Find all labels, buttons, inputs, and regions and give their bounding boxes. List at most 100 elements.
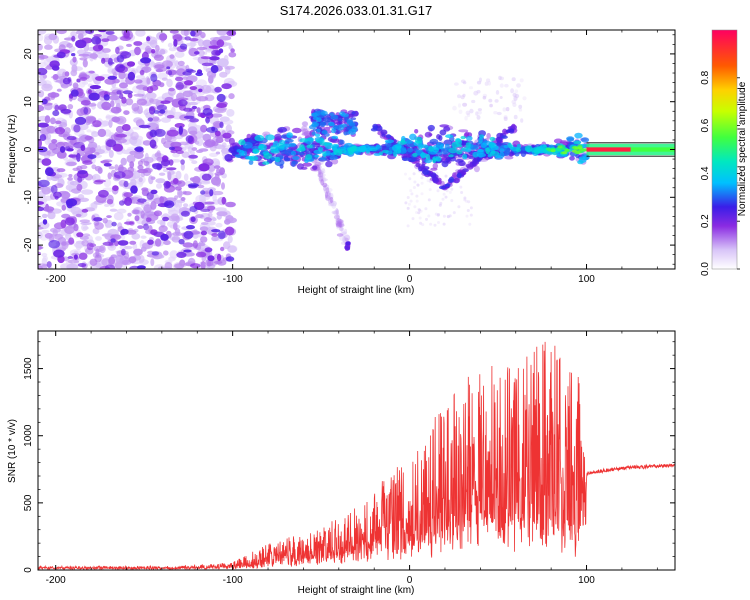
heatmap-cell xyxy=(282,143,292,148)
heatmap-cell xyxy=(438,185,447,190)
heatmap-cell xyxy=(489,150,500,157)
heatmap-cell xyxy=(161,159,171,167)
heatmap-cell xyxy=(442,214,446,218)
heatmap-cell xyxy=(274,133,282,141)
heatmap-cell xyxy=(116,90,122,95)
heatmap-cell xyxy=(149,129,157,138)
heatmap-cell xyxy=(207,212,213,217)
heatmap-cell xyxy=(95,236,102,241)
heatmap-cell xyxy=(123,180,129,188)
heatmap-cell xyxy=(437,151,443,156)
heatmap-cell xyxy=(501,135,508,139)
heatmap-cell xyxy=(134,46,141,56)
heatmap-cell xyxy=(126,154,136,164)
heatmap-cell xyxy=(499,83,504,88)
heatmap-cell xyxy=(89,258,98,266)
heatmap-cell xyxy=(132,126,142,130)
heatmap-cell xyxy=(439,144,444,150)
heatmap-cell xyxy=(94,179,106,183)
heatmap-cell xyxy=(514,89,519,93)
spectrogram-y-tick-label: -20 xyxy=(23,237,34,252)
heatmap-cell xyxy=(110,238,116,243)
heatmap-cell xyxy=(140,57,152,64)
heatmap-cell xyxy=(226,30,237,37)
heatmap-cell xyxy=(74,116,87,125)
heatmap-cell xyxy=(104,78,116,85)
heatmap-cell xyxy=(120,228,129,235)
heatmap-cell xyxy=(503,116,508,121)
heatmap-cell xyxy=(482,95,487,100)
heatmap-cell xyxy=(432,157,437,164)
heatmap-cell xyxy=(113,171,126,179)
heatmap-cell xyxy=(445,134,454,139)
heatmap-cell xyxy=(62,77,71,85)
heatmap-cell xyxy=(412,172,416,176)
heatmap-cell xyxy=(95,76,105,81)
heatmap-cell xyxy=(68,237,75,245)
heatmap-cell xyxy=(183,230,194,239)
spectrogram-x-tick-label: 0 xyxy=(407,274,413,285)
heatmap-cell xyxy=(68,154,78,158)
heatmap-cell xyxy=(110,106,122,114)
heatmap-cell xyxy=(128,256,137,264)
heatmap-cell xyxy=(222,42,232,46)
heatmap-cell xyxy=(404,172,407,176)
heatmap-cell xyxy=(120,35,131,42)
heatmap-cell xyxy=(204,247,213,253)
heatmap-cell xyxy=(146,36,151,42)
heatmap-cell xyxy=(38,201,44,205)
heatmap-cell xyxy=(108,256,116,265)
heatmap-cell xyxy=(183,115,195,120)
heatmap-cell xyxy=(520,118,524,123)
heatmap-cell xyxy=(477,110,482,115)
heatmap-cell xyxy=(56,88,62,92)
heatmap-cell xyxy=(454,82,459,86)
heatmap-cell xyxy=(189,38,199,42)
heatmap-cell xyxy=(455,159,464,163)
heatmap-cell xyxy=(113,212,124,221)
heatmap-cell xyxy=(119,82,128,89)
heatmap-cell xyxy=(407,147,414,153)
heatmap-cell xyxy=(436,189,440,193)
heatmap-cell xyxy=(88,92,100,101)
heatmap-cell xyxy=(72,167,81,171)
heatmap-cell xyxy=(170,141,182,148)
heatmap-cell xyxy=(177,97,189,101)
heatmap-cell xyxy=(191,147,198,151)
heatmap-cell xyxy=(462,154,468,160)
heatmap-cell xyxy=(114,164,119,171)
heatmap-cell xyxy=(212,193,217,202)
heatmap-cell xyxy=(50,184,58,194)
heatmap-cell xyxy=(512,102,517,108)
heatmap-cell xyxy=(189,206,198,213)
heatmap-cell xyxy=(172,231,183,237)
heatmap-cell xyxy=(214,107,227,114)
heatmap-cell xyxy=(145,217,152,222)
heatmap-cell xyxy=(200,261,206,269)
heatmap-cell xyxy=(103,178,112,188)
heatmap-cell xyxy=(76,232,84,238)
heatmap-cell xyxy=(323,117,331,123)
heatmap-cell xyxy=(44,44,53,50)
heatmap-cell xyxy=(225,256,235,262)
heatmap-cell xyxy=(200,208,211,212)
heatmap-cell xyxy=(219,121,224,129)
snr-y-tick-label: 500 xyxy=(23,494,34,511)
heatmap-cell xyxy=(331,128,337,134)
heatmap-cell xyxy=(39,134,47,141)
heatmap-cell xyxy=(202,108,213,116)
heatmap-cell xyxy=(54,127,65,135)
heatmap-cell xyxy=(41,213,48,219)
heatmap-cell xyxy=(75,213,82,218)
heatmap-cell xyxy=(194,51,200,55)
heatmap-cell xyxy=(311,112,318,118)
heatmap-cell xyxy=(437,213,440,216)
heatmap-cell xyxy=(262,161,270,165)
heatmap-cell xyxy=(66,263,79,269)
colorbar: 0.0 0.2 0.4 0.6 0.8 Normalized spectral ampl… xyxy=(700,29,748,276)
heatmap-cell xyxy=(292,156,300,160)
heatmap-cell xyxy=(58,133,68,138)
heatmap-cell xyxy=(45,167,54,177)
heatmap-cell xyxy=(121,96,127,104)
